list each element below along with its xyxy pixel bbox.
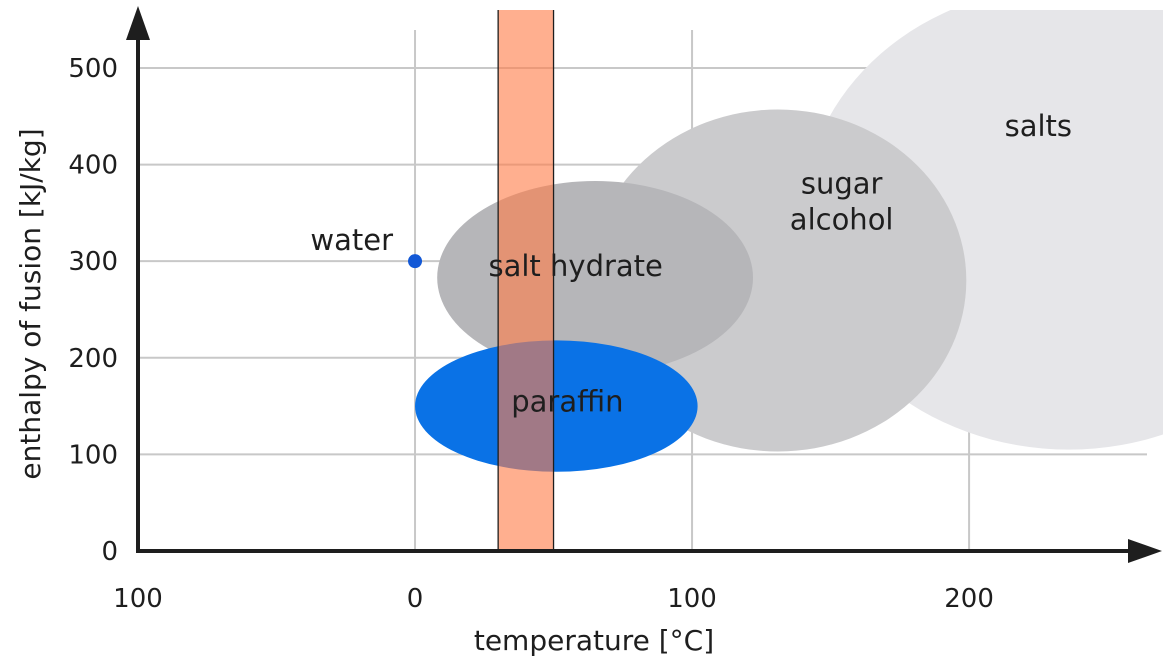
point-water [408, 254, 423, 269]
tick-labels: 0 100 200 300 400 500 100 0 100 200 [68, 54, 994, 614]
regions [415, 10, 1163, 552]
x-tick-label: 200 [944, 584, 994, 614]
y-tick-label: 400 [68, 151, 118, 181]
region-label-sugar-alcohol: alcohol [790, 202, 894, 236]
region-label-salt-hydrate: salt hydrate [489, 249, 663, 283]
region-sugar-alcohol [589, 109, 967, 452]
x-axis-arrow [1128, 539, 1162, 563]
y-tick-label: 200 [68, 344, 118, 374]
y-tick-label: 300 [68, 247, 118, 277]
region-label-sugar-alcohol: sugar [801, 166, 883, 200]
y-axis-title: enthalpy of fusion [kJ/kg] [14, 128, 47, 479]
x-axis-title: temperature [°C] [474, 624, 714, 657]
y-tick-label: 500 [68, 54, 118, 84]
y-tick-label: 0 [101, 537, 118, 567]
region-paraffin [415, 340, 698, 472]
point-label-water: water [310, 223, 393, 257]
y-axis-arrow [126, 6, 150, 40]
region-label-salts: salts [1005, 109, 1072, 143]
x-tick-label: 100 [667, 584, 717, 614]
points [408, 254, 423, 269]
region-label-paraffin: paraffin [511, 384, 623, 418]
y-tick-label: 100 [68, 440, 118, 470]
region-temperature-band [497, 10, 555, 552]
x-tick-label: 100 [113, 584, 163, 614]
axes [126, 6, 1162, 563]
x-tick-label: 0 [407, 584, 424, 614]
